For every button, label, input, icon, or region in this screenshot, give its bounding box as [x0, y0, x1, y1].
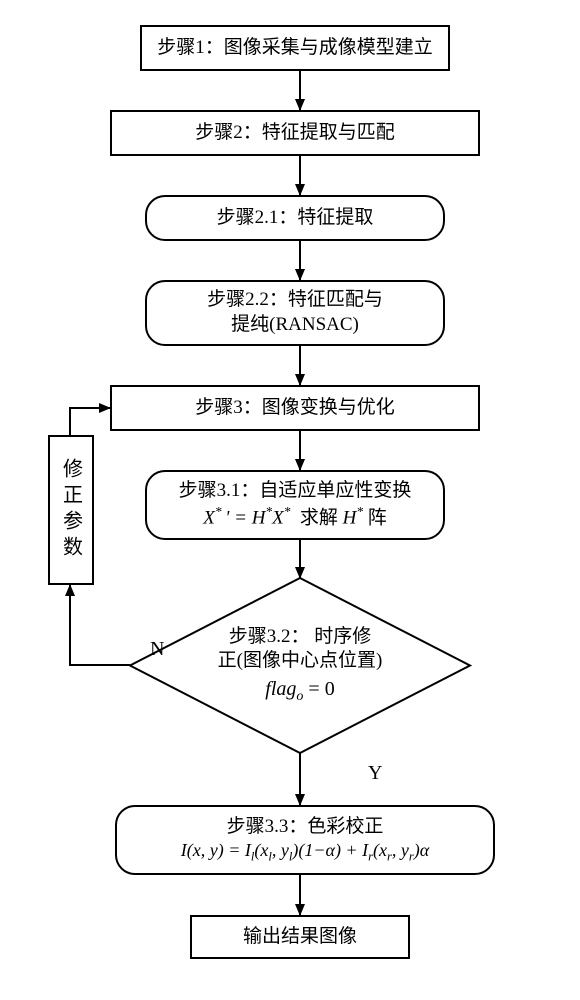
edges-layer: [0, 0, 580, 1000]
flowchart-canvas: 步骤1：图像采集与成像模型建立 步骤2：特征提取与匹配 步骤2.1：特征提取 步…: [0, 0, 580, 1000]
